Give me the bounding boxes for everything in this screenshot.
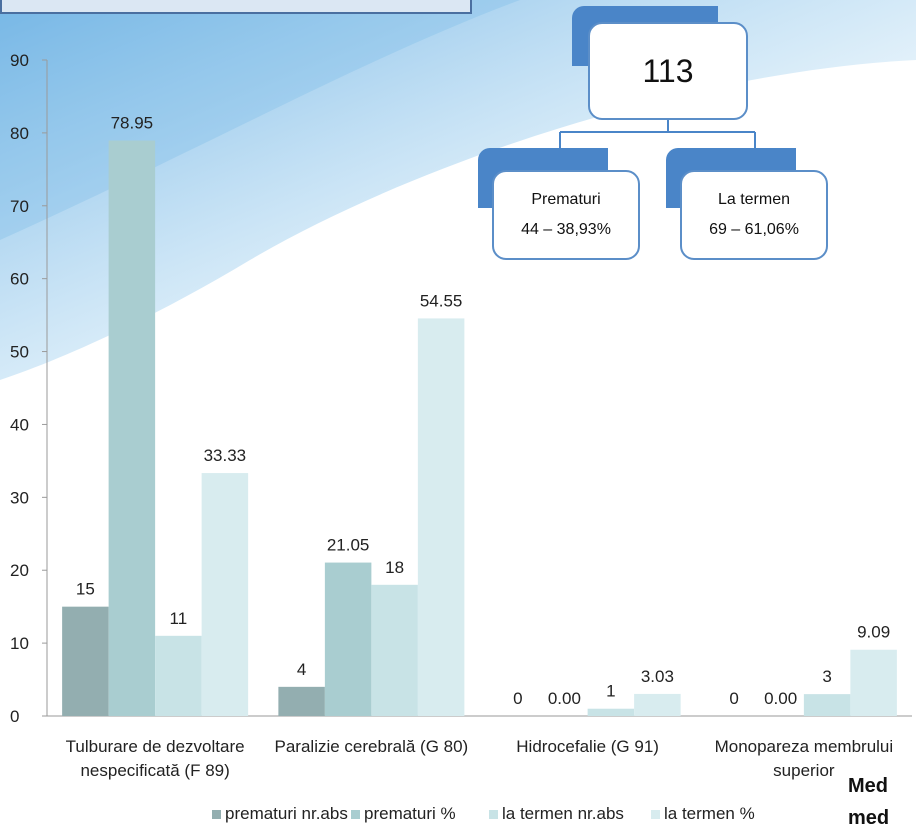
data-label: 0.00: [764, 689, 797, 708]
bar: [371, 584, 418, 716]
data-label: 15: [76, 580, 95, 599]
data-label: 0: [729, 689, 738, 708]
bar: [803, 694, 851, 716]
data-label: 4: [297, 660, 306, 679]
data-label: 0.00: [548, 689, 581, 708]
data-labels: 15 78.95 11 33.33 4 21.05 18 54.55 0 0.00 1 3.03 0 0.…: [76, 114, 890, 708]
y-tick-label: 80: [10, 124, 29, 143]
prematuri-node-value: 44 – 38,93%: [521, 221, 611, 238]
y-tick-label: 40: [10, 415, 29, 434]
category-label: Hidrocefalie (G 91): [516, 737, 659, 756]
data-label: 54.55: [420, 291, 463, 310]
la-termen-node-title: La termen: [717, 191, 791, 208]
category-label: Tulburare de dezvoltare: [66, 737, 245, 756]
y-tick-label: 50: [10, 343, 29, 362]
data-label: 9.09: [857, 623, 890, 642]
bar: [850, 649, 897, 716]
corner-text: Med med: [848, 770, 916, 834]
y-tick-label: 0: [10, 707, 19, 726]
data-label: 78.95: [111, 114, 154, 133]
data-label: 33.33: [204, 446, 247, 465]
category-label: superior: [773, 761, 835, 780]
legend-label: prematuri %: [364, 804, 456, 823]
bar: [155, 635, 202, 716]
data-label: 0: [513, 689, 522, 708]
corner-text-line2: med: [848, 807, 890, 829]
corner-text-line1: Med: [848, 775, 888, 797]
legend-swatch: [651, 810, 660, 819]
legend-swatch: [212, 810, 221, 819]
la-termen-node: La termen 69 – 61,06%: [680, 170, 828, 260]
legend: prematuri nr.abs prematuri % la termen nr.…: [212, 804, 755, 823]
prematuri-node-title: Prematuri: [531, 191, 601, 208]
bars: [62, 140, 897, 716]
legend-swatch: [489, 810, 498, 819]
y-tick-label: 90: [10, 51, 29, 70]
category-label: Paralizie cerebrală (G 80): [275, 737, 469, 756]
data-label: 21.05: [327, 536, 370, 555]
bar: [108, 140, 156, 716]
y-tick-label: 60: [10, 270, 29, 289]
category-labels: Tulburare de dezvoltare nespecificată (F …: [66, 737, 894, 780]
legend-label: prematuri nr.abs: [225, 804, 348, 823]
data-label: 3.03: [641, 667, 674, 686]
data-label: 11: [170, 609, 188, 628]
bar: [62, 606, 109, 716]
y-tick-label: 10: [10, 634, 29, 653]
legend-label: la termen %: [664, 804, 755, 823]
y-tick-label: 20: [10, 561, 29, 580]
bar: [278, 686, 325, 716]
category-label: Monopareza membrului: [715, 737, 894, 756]
title-box: [0, 0, 472, 14]
data-label: 1: [606, 682, 615, 701]
y-tick-label: 30: [10, 488, 29, 507]
root-node: 113: [588, 22, 748, 120]
data-label: 3: [822, 667, 831, 686]
bar: [634, 693, 681, 716]
bar: [201, 473, 249, 716]
y-tick-label: 70: [10, 197, 29, 216]
la-termen-node-value: 69 – 61,06%: [709, 221, 799, 238]
bar: [587, 708, 635, 716]
legend-swatch: [351, 810, 360, 819]
bar: [417, 318, 465, 716]
prematuri-node: Prematuri 44 – 38,93%: [492, 170, 640, 260]
legend-label: la termen nr.abs: [502, 804, 624, 823]
root-node-label: 113: [642, 52, 694, 89]
bar: [324, 562, 372, 716]
category-label: nespecificată (F 89): [80, 761, 229, 780]
data-label: 18: [385, 558, 404, 577]
